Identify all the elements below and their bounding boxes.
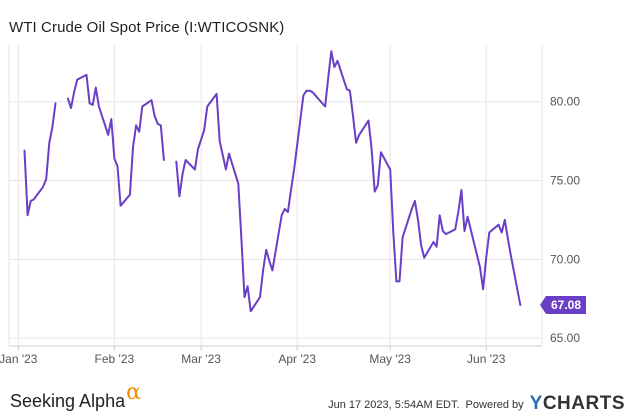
x-tick-label: Jun '23: [467, 352, 506, 366]
x-tick-label: Mar '23: [181, 352, 221, 366]
chart-title: WTI Crude Oil Spot Price (I:WTICOSNK): [9, 19, 285, 36]
series-line-segment: [23, 102, 57, 217]
y-tick-label: 80.00: [550, 95, 580, 109]
ycharts-logo-y: Y: [529, 393, 543, 414]
x-tick-label: Apr '23: [278, 352, 316, 366]
x-axis-ticks: Jan '23 Feb '23 Mar '23 Apr '23 May '23 Jun '…: [0, 352, 506, 366]
y-tick-label: 70.00: [550, 252, 580, 266]
series-lines: [23, 50, 522, 313]
x-tick-label: May '23: [369, 352, 411, 366]
ycharts-logo-text: CHARTS: [542, 393, 625, 414]
seeking-alpha-logo: Seeking Alphaα: [10, 380, 141, 413]
x-tick-label: Feb '23: [95, 352, 135, 366]
end-label-badge: [540, 296, 586, 315]
footer-attribution: Jun 17 2023, 5:54AM EDT. Powered by YCHA…: [328, 393, 625, 416]
ycharts-logo: YCHARTS: [530, 393, 625, 415]
powered-by-text: Powered by: [465, 399, 524, 411]
grid-lines: [8, 45, 543, 351]
y-axis-ticks: 65.00 70.00 75.00 80.00: [550, 95, 580, 345]
x-tick-label: Jan '23: [0, 352, 38, 366]
y-tick-label: 65.00: [550, 331, 580, 345]
end-label-text: 67.08: [551, 298, 581, 312]
series-line-segment: [175, 50, 522, 313]
seeking-alpha-text: Seeking Alpha: [10, 391, 126, 411]
end-value-label: 67.08: [540, 296, 586, 315]
y-tick-label: 75.00: [550, 174, 580, 188]
alpha-icon: α: [126, 380, 141, 405]
series-line-segment: [66, 73, 165, 207]
timestamp: Jun 17 2023, 5:54AM EDT.: [328, 399, 460, 411]
